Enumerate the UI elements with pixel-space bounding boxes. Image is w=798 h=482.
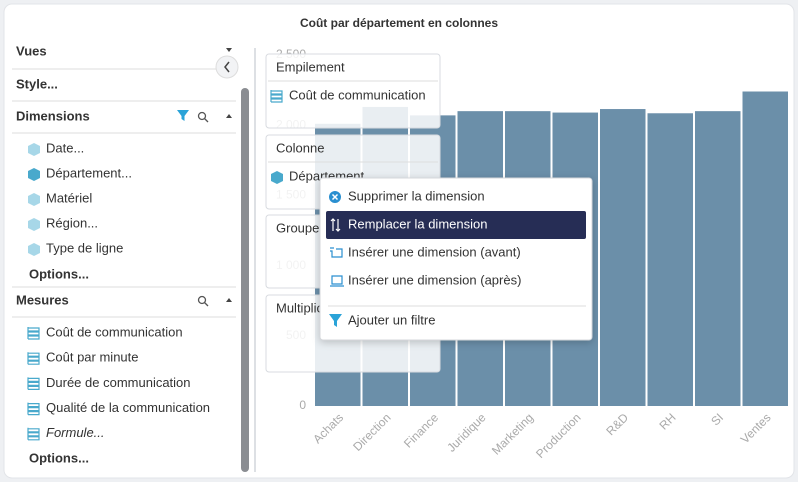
dimension-item[interactable]: Date... [46,140,84,155]
drop-zone-label: Colonne [276,140,324,155]
measure-item[interactable]: Qualité de la communication [46,400,210,415]
section[interactable]: Style... [16,76,58,91]
measure-icon [27,402,40,416]
collapse-button[interactable] [215,55,239,79]
menu-item[interactable]: Supprimer la dimension [348,188,485,203]
bar [647,113,693,407]
sidebar: Vues Style... Dimensions Date... Départem… [12,43,249,472]
filter-icon[interactable] [177,110,189,121]
menu-item[interactable]: Ajouter un filtre [348,312,435,327]
cube-icon [28,193,40,206]
cube-icon [28,143,40,156]
dimension-item[interactable]: Région... [46,215,98,230]
title: Coût par département en colonnes [300,16,498,30]
section[interactable]: Mesures [16,292,69,307]
menu-item[interactable]: Insérer une dimension (avant) [348,244,521,259]
options[interactable]: Options... [29,266,89,281]
measure-icon [27,327,40,340]
scrollbar[interactable] [241,88,249,472]
cube-icon [28,218,40,231]
dimension-item[interactable]: Type de ligne [46,240,123,255]
dimension-item[interactable]: Matériel [46,190,92,205]
menu-icon [330,247,343,258]
menu-highlight [326,211,586,239]
search-icon [204,302,209,307]
menu-icon [331,193,339,201]
bar [742,91,788,406]
menu-icon [330,218,341,232]
menu-icon [330,275,344,287]
bar [600,109,646,406]
measure-item[interactable]: Durée de communication [46,375,191,390]
context-menu: Supprimer la dimension Remplacer la dimen… [319,177,593,341]
search-icon[interactable] [197,295,207,305]
bar [695,111,741,406]
options[interactable]: Options... [29,450,89,465]
menu-item[interactable]: Insérer une dimension (après) [348,272,521,287]
drop-zone-label: Empilement [276,59,345,74]
search-icon [204,118,209,123]
cube-icon [28,168,40,181]
drop-zone-item[interactable]: Coût de communication [289,87,426,102]
arrow[interactable] [226,114,232,118]
collapse-icon [224,61,230,73]
menu-icon [329,314,342,327]
arrow[interactable] [226,48,232,52]
measure-icon [27,377,40,390]
section[interactable]: Dimensions [16,108,90,123]
drop-zone[interactable] [265,53,441,129]
measure-item[interactable]: Formule... [46,425,105,440]
cube-icon [271,171,283,184]
measure-icon [27,427,40,441]
dimension-item[interactable]: Département... [46,165,132,180]
search-icon[interactable] [197,111,207,121]
section[interactable]: Vues [16,43,47,58]
arrow[interactable] [226,298,232,302]
measure-icon [27,352,40,365]
cube-icon [28,243,40,256]
measure-item[interactable]: Coût par minute [46,350,139,365]
menu-item[interactable]: Remplacer la dimension [348,216,487,231]
measure-item[interactable]: Coût de communication [46,324,183,339]
measure-icon [270,90,283,103]
y-tick-label: 0 [299,398,306,412]
